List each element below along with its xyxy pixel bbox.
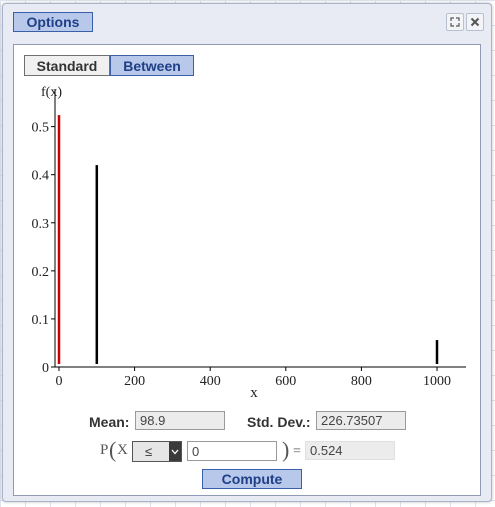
close-paren: ) — [282, 437, 290, 462]
close-icon[interactable] — [466, 13, 484, 31]
std-dev-field: 226.73507 — [316, 411, 406, 430]
options-button[interactable]: Options — [13, 12, 93, 32]
y-tick-label: 0.3 — [32, 217, 50, 232]
probability-prefix: P — [100, 442, 109, 458]
mean-label: Mean: — [89, 414, 130, 430]
compute-button[interactable]: Compute — [202, 469, 302, 489]
operator-value: ≤ — [145, 444, 153, 459]
probability-chart: 0 0.1 0.2 0.3 0.4 0.5 0 200 400 600 800 1000 f(x) x — [32, 85, 466, 401]
y-tick-label: 0.2 — [32, 265, 50, 280]
calculator-panel: Standard Between 0 0.1 0.2 0.3 0.4 0.5 0 200 400… — [13, 44, 481, 496]
y-axis-label: f(x) — [41, 85, 62, 100]
distribution-window: Options Standard Between 0 0.1 0.2 0.3 0.4 0.… — [2, 3, 492, 502]
y-tick-label: 0 — [42, 361, 49, 376]
x-tick-label: 0 — [56, 374, 63, 389]
window-titlebar: Options — [3, 4, 491, 40]
probability-value-input[interactable] — [187, 441, 277, 461]
variable-x: X — [117, 442, 128, 458]
x-tick-label: 200 — [124, 374, 145, 389]
x-tick-label: 400 — [200, 374, 221, 389]
x-tick-label: 800 — [351, 374, 372, 389]
x-axis-label: x — [250, 385, 258, 401]
chevron-down-icon — [169, 442, 181, 461]
operator-select[interactable]: ≤ — [132, 441, 182, 462]
open-paren: ( — [109, 437, 117, 462]
tab-between[interactable]: Between — [110, 55, 194, 76]
mean-field: 98.9 — [135, 411, 225, 430]
tab-standard[interactable]: Standard — [24, 55, 110, 76]
expand-icon[interactable] — [446, 13, 464, 31]
y-tick-label: 0.4 — [32, 169, 50, 184]
x-tick-label: 1000 — [423, 374, 451, 389]
equals-sign: = — [293, 444, 301, 459]
y-tick-label: 0.5 — [32, 121, 50, 136]
probability-result: 0.524 — [305, 441, 395, 460]
std-dev-label: Std. Dev.: — [247, 414, 311, 430]
y-tick-label: 0.1 — [32, 313, 50, 328]
x-tick-label: 600 — [275, 374, 296, 389]
